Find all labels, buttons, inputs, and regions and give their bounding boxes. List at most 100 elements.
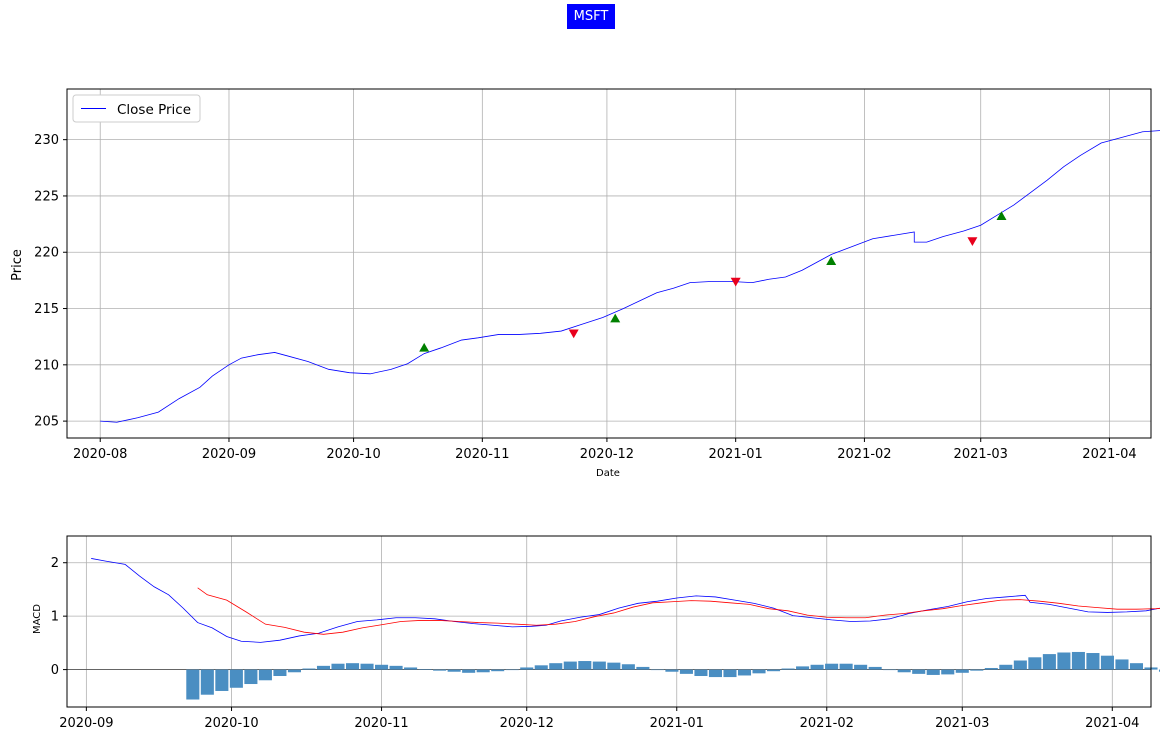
price-grid: [67, 89, 1151, 438]
buy-marker: [419, 342, 430, 352]
histogram-bar: [302, 668, 316, 670]
histogram-bar: [1042, 654, 1056, 670]
histogram-bar: [360, 663, 374, 670]
histogram-bar: [708, 669, 722, 678]
price-x-ticks: 2020-08 2020-09 2020-10 2020-11 2020-12 2021-…: [73, 438, 1137, 462]
x-tick-label: 2021-01: [650, 716, 704, 731]
buy-marker: [996, 211, 1007, 220]
histogram-bar: [1086, 653, 1100, 670]
y-tick-label: 225: [34, 189, 59, 204]
histogram-bar: [592, 661, 606, 670]
histogram-bar: [1129, 663, 1144, 670]
histogram-bar: [752, 669, 766, 674]
x-tick-label: 2021-02: [800, 716, 854, 731]
histogram-bar: [970, 669, 984, 671]
histogram-bar: [810, 664, 824, 670]
histogram-bar: [578, 661, 592, 670]
macd-x-ticks: 2020-09 2020-10 2020-11 2020-12 2021-01 2021-…: [59, 707, 1139, 731]
x-tick-label: 2020-11: [354, 716, 408, 731]
x-tick-label: 2020-10: [326, 447, 380, 462]
price-series: [100, 130, 1160, 423]
histogram-bar: [999, 664, 1013, 670]
histogram-bar: [258, 669, 272, 681]
x-tick-label: 2021-03: [935, 716, 989, 731]
macd-y-axis-label: MACD: [32, 604, 43, 634]
series-line-0: [100, 130, 1160, 423]
histogram-bar: [825, 663, 839, 670]
histogram-bar: [607, 662, 621, 670]
histogram-bar: [404, 667, 418, 670]
histogram-bar: [1158, 669, 1160, 672]
sell-marker: [568, 329, 579, 339]
histogram-bar: [563, 661, 577, 670]
macd-grid: [67, 536, 1151, 707]
histogram-bar: [316, 665, 331, 670]
histogram-bar: [984, 667, 998, 670]
legend-box: [72, 94, 201, 123]
histogram-bar: [912, 669, 926, 674]
histogram-bar: [433, 669, 447, 671]
histogram-bar: [694, 669, 708, 677]
x-tick-label: 2020-12: [580, 447, 634, 462]
histogram-bar: [650, 669, 664, 671]
macd-axes-frame: [66, 535, 1152, 708]
macd-y-ticks: 0 1 2: [51, 556, 67, 678]
histogram-bar: [505, 669, 519, 671]
histogram-bar: [534, 665, 548, 670]
histogram-bar: [1057, 652, 1071, 670]
price-y-axis-label: Price: [10, 249, 25, 281]
histogram-bar: [1013, 660, 1027, 670]
series-line-0: [91, 558, 1160, 643]
buy-marker: [610, 313, 621, 323]
chart-title: MSFT: [567, 4, 615, 29]
histogram-bar: [287, 669, 301, 673]
y-tick-label: 230: [34, 133, 59, 148]
histogram-bar: [665, 669, 679, 672]
trade-markers: [419, 211, 1007, 352]
x-tick-label: 2021-01: [709, 447, 763, 462]
x-tick-label: 2021-04: [1082, 447, 1136, 462]
y-tick-label: 0: [51, 663, 59, 678]
y-tick-label: 215: [34, 302, 59, 317]
histogram-bar: [491, 669, 505, 672]
sell-marker: [730, 277, 741, 287]
histogram-bar: [331, 663, 345, 670]
histogram-bar: [1071, 651, 1085, 670]
x-tick-label: 2020-10: [204, 716, 258, 731]
histogram-bar: [723, 669, 737, 678]
price-chart: 2020-08 2020-09 2020-10 2020-11 2020-12 2021-…: [10, 88, 1160, 479]
legend-entry-close-price: Close Price: [117, 102, 191, 118]
histogram-bar: [621, 664, 635, 670]
x-tick-label: 2020-09: [202, 447, 256, 462]
histogram-bar: [476, 669, 490, 673]
price-x-axis-label: Date: [596, 468, 620, 479]
x-tick-label: 2021-04: [1085, 716, 1139, 731]
x-tick-label: 2021-02: [837, 447, 891, 462]
histogram-bar: [1100, 655, 1114, 670]
sell-marker: [967, 237, 978, 246]
x-tick-label: 2020-12: [500, 716, 554, 731]
histogram-bar: [229, 669, 243, 688]
price-axes-frame: [66, 88, 1152, 439]
x-tick-label: 2020-08: [73, 447, 127, 462]
macd-chart: 2020-09 2020-10 2020-11 2020-12 2021-01 2021-…: [32, 535, 1160, 731]
histogram-bar: [636, 666, 650, 670]
histogram-bar: [520, 667, 534, 670]
histogram-bar: [215, 669, 229, 691]
y-tick-label: 1: [51, 610, 59, 625]
histogram-bar: [854, 664, 868, 670]
histogram-bar: [345, 663, 360, 670]
legend: Close Price: [72, 94, 201, 123]
histogram-bar: [375, 664, 389, 670]
histogram-bar: [926, 669, 940, 675]
histogram-bar: [418, 669, 432, 670]
histogram-bar: [897, 669, 911, 673]
histogram-bar: [737, 669, 752, 676]
y-tick-label: 210: [34, 358, 59, 373]
histogram-bar: [389, 665, 403, 670]
x-tick-label: 2021-03: [954, 447, 1008, 462]
y-tick-label: 220: [34, 246, 59, 261]
histogram-bar: [244, 669, 258, 685]
histogram-bar: [447, 669, 461, 672]
